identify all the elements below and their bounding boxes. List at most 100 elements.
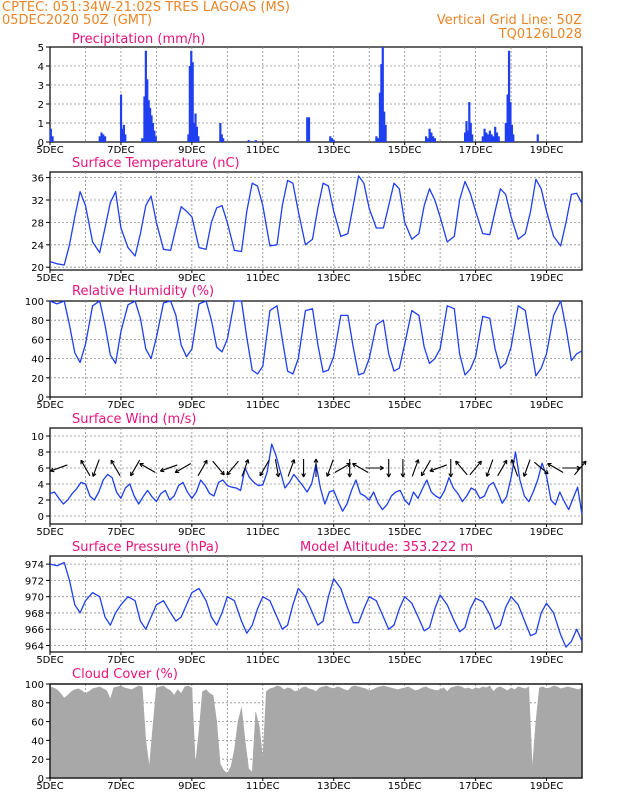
cloud-xtick-label: 5DEC [36,781,63,792]
wind-arrow-head [582,460,587,466]
wind-arrow-shaft [241,459,249,477]
wind-arrow-head [352,462,357,468]
wind-arrow-head [49,467,55,473]
precip-bar [506,94,509,142]
precip-bar [146,79,149,142]
cloud-xtick-label: 17DEC [459,781,493,792]
temp-ytick-label: 20 [31,263,44,274]
precip-bar [380,64,383,142]
precip-bar [488,130,491,142]
wind-arrow-head [547,462,552,468]
header-run-time: 05DEC2020 50Z (GMT) [2,13,153,28]
temp-xtick-label: 19DEC [530,273,564,284]
precip-bar [494,126,497,142]
press-xtick-label: 13DEC [317,655,351,666]
precip-bar [100,132,103,142]
wind-frame [49,427,583,525]
precip-ytick-label: 3 [38,81,44,92]
wind-arrow-head [203,459,208,465]
precip-ytick-label: 0 [38,138,44,149]
temp-xtick-label: 7DEC [107,273,134,284]
precip-frame [49,46,583,143]
precip-bar [121,128,124,142]
rh-xtick-label: 17DEC [459,400,493,411]
precip-bar [471,134,474,142]
precip-bar [147,100,150,142]
wind-arrow-head [379,465,384,471]
wind-arrow-shaft [92,459,100,477]
wind-arrow-head [386,473,392,478]
wind-arrow-head [275,472,281,478]
wind-ytick-label: 10 [31,432,44,443]
precip-bar [254,140,257,142]
precip-ytick-label: 1 [38,119,44,130]
wind-xtick-label: 19DEC [530,527,564,538]
wind-arrow-shaft [486,459,494,477]
wind-arrow-shaft [130,459,141,477]
press-xtick-label: 11DEC [246,655,280,666]
precip-bar [220,134,223,142]
wind-arrow-shaft [547,463,564,473]
rh-xtick-label: 19DEC [530,400,564,411]
precip-bar [375,136,378,142]
press-xtick-label: 15DEC [388,655,422,666]
precip-bar [188,66,191,142]
precip-bar [191,62,194,143]
press-ytick-label: 966 [25,625,44,636]
wind-arrow-shaft [80,459,91,477]
wind-arrow-shaft [259,459,270,477]
rh-ytick-label: 60 [31,335,44,346]
rh-series-line [49,300,583,377]
precip-bar [194,113,197,142]
precip-bar [463,132,467,142]
wind-ytick-label: 8 [38,448,44,459]
precip-bar [329,136,332,142]
precip-bar [219,123,222,142]
cloud-ytick-label: 100 [25,680,44,691]
wind-arrow-head [477,460,482,466]
cloud-xtick-label: 19DEC [530,781,564,792]
press-xtick-label: 19DEC [530,655,564,666]
precip-bar [497,136,500,142]
cloud-xtick-label: 7DEC [107,781,134,792]
wind-arrow-shaft [174,463,192,473]
press-xtick-label: 17DEC [459,655,493,666]
wind-xtick-label: 13DEC [317,527,351,538]
wind-arrow-head [347,473,353,478]
precip-ytick-label: 4 [38,62,44,73]
precip-bar [490,134,493,142]
precip-bar [143,96,146,142]
wind-arrow-head [429,467,434,473]
rh-frame [49,300,583,398]
press-series-line [49,561,583,648]
precip-bar [197,136,200,142]
rh-ytick-label: 0 [38,393,44,404]
precip-bar [432,136,435,142]
precip-ytick-label: 2 [38,100,44,111]
wind-arrow-head [415,459,420,464]
wind-arrow-head [502,459,508,465]
wind-xtick-label: 17DEC [459,527,493,538]
precip-xtick-label: 13DEC [317,145,351,156]
temp-ytick-label: 24 [31,241,44,252]
cloud-ytick-label: 0 [38,774,44,785]
wind-arrow-head [91,472,97,477]
precip-bar [507,50,511,142]
precip-bar [49,128,52,142]
precip-bar [481,136,484,142]
header-location: CPTEC: 051:34W-21:02S TRES LAGOAS (MS) [2,0,291,15]
precip-bar [378,92,382,142]
temp-ytick-label: 36 [31,174,44,185]
press-frame [49,555,583,653]
precip-bar [468,102,471,142]
rh-ytick-label: 20 [31,374,44,385]
temp-xtick-label: 17DEC [459,273,493,284]
wind-arrow-head [301,473,306,478]
precip-bar [51,136,54,142]
wind-arrow-shaft [411,459,419,477]
precip-bar [330,138,334,142]
cloud-xtick-label: 11DEC [246,781,280,792]
temp-title: Surface Temperature (nC) [72,156,240,171]
